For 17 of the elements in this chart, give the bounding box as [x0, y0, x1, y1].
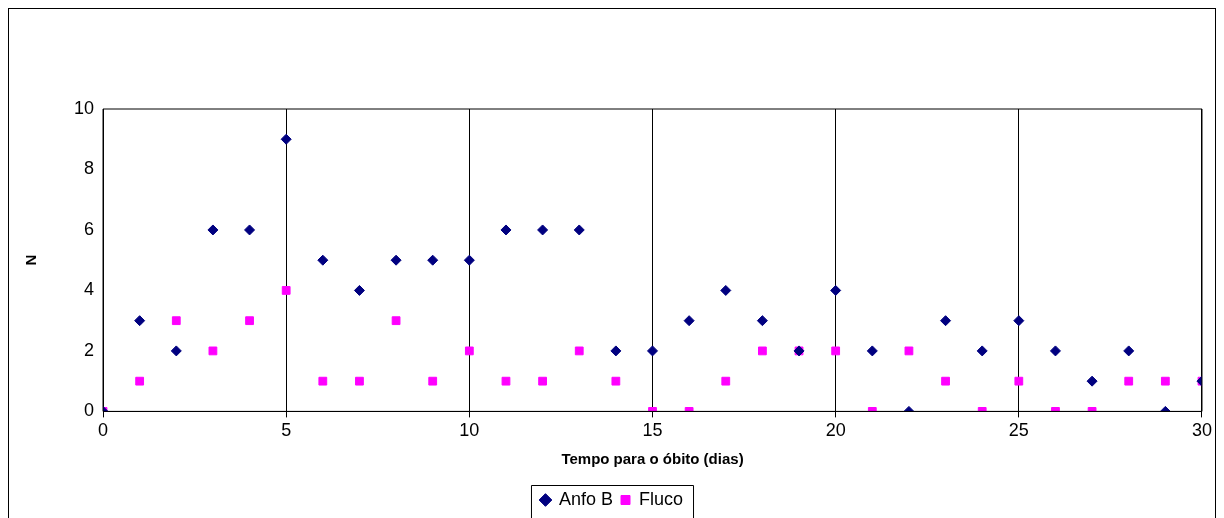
y-tick-label: 10 — [73, 97, 95, 118]
y-tick-label: 6 — [84, 218, 95, 239]
legend-label: Anfo B — [558, 488, 614, 509]
y-tick-label: 8 — [84, 158, 95, 179]
x-tick-label: 15 — [642, 420, 663, 441]
x-tick-label: 30 — [1191, 420, 1212, 441]
x-tick-label: 20 — [825, 420, 846, 441]
x-tick-label: 5 — [281, 420, 292, 441]
y-tick-label: 4 — [84, 279, 95, 300]
x-tick-label: 10 — [459, 420, 480, 441]
x-axis-title: Tempo para o óbito (dias) — [561, 450, 744, 468]
x-tick-label: 0 — [98, 420, 109, 441]
y-tick-label: 0 — [84, 400, 95, 421]
y-tick-label: 2 — [84, 339, 95, 360]
y-axis-title: N — [22, 254, 40, 266]
x-tick-label: 25 — [1008, 420, 1029, 441]
legend-label: Fluco — [639, 488, 684, 509]
